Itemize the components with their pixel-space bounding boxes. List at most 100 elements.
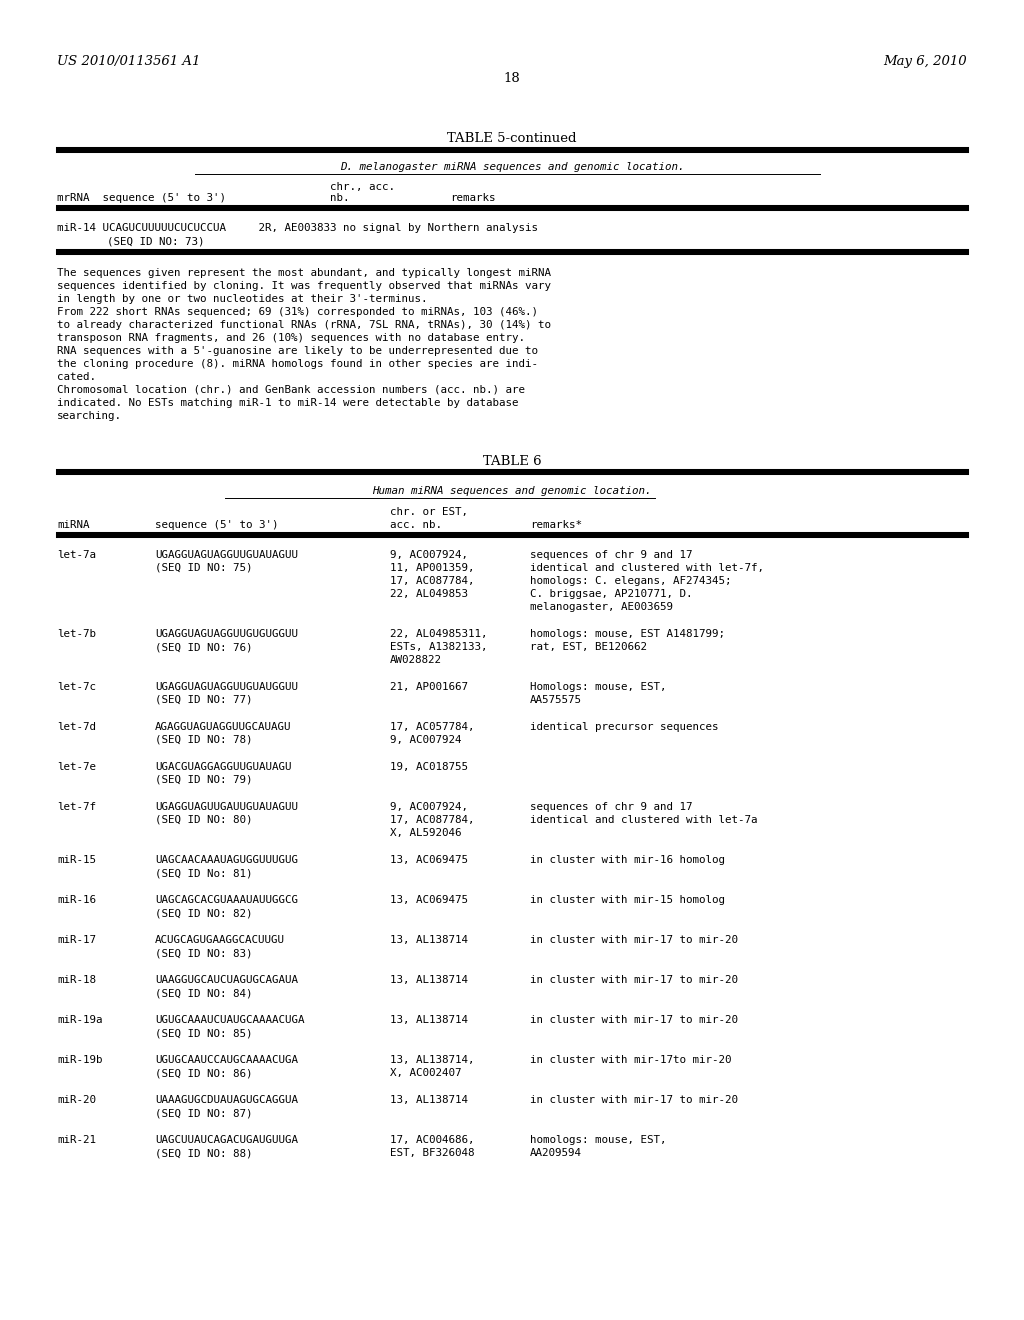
Text: miR-14 UCAGUCUUUUUCUCUCCUA     2R, AE003833 no signal by Northern analysis: miR-14 UCAGUCUUUUUCUCUCCUA 2R, AE003833 … xyxy=(57,223,538,234)
Text: (SEQ ID NO: 84): (SEQ ID NO: 84) xyxy=(155,987,253,998)
Text: Chromosomal location (chr.) and GenBank accession numbers (acc. nb.) are: Chromosomal location (chr.) and GenBank … xyxy=(57,385,525,395)
Text: UGAGGUAGUUGAUUGUAUAGUU: UGAGGUAGUUGAUUGUAUAGUU xyxy=(155,803,298,812)
Text: in cluster with mir-15 homolog: in cluster with mir-15 homolog xyxy=(530,895,725,906)
Text: melanogaster, AE003659: melanogaster, AE003659 xyxy=(530,602,673,612)
Text: transposon RNA fragments, and 26 (10%) sequences with no database entry.: transposon RNA fragments, and 26 (10%) s… xyxy=(57,333,525,343)
Text: (SEQ ID NO: 87): (SEQ ID NO: 87) xyxy=(155,1107,253,1118)
Text: let-7e: let-7e xyxy=(57,762,96,772)
Text: 17, AC087784,: 17, AC087784, xyxy=(390,814,474,825)
Text: 13, AL138714: 13, AL138714 xyxy=(390,975,468,985)
Text: (SEQ ID NO: 86): (SEQ ID NO: 86) xyxy=(155,1068,253,1078)
Text: 13, AC069475: 13, AC069475 xyxy=(390,895,468,906)
Text: AGAGGUAGUAGGUUGCAUAGU: AGAGGUAGUAGGUUGCAUAGU xyxy=(155,722,292,733)
Text: EST, BF326048: EST, BF326048 xyxy=(390,1148,474,1158)
Text: UGAGGUAGUAGGUUGUGUGGUU: UGAGGUAGUAGGUUGUGUGGUU xyxy=(155,630,298,639)
Text: TABLE 6: TABLE 6 xyxy=(482,455,542,469)
Text: 13, AC069475: 13, AC069475 xyxy=(390,855,468,865)
Text: searching.: searching. xyxy=(57,411,122,421)
Text: miR-15: miR-15 xyxy=(57,855,96,865)
Text: 21, AP001667: 21, AP001667 xyxy=(390,682,468,692)
Text: 13, AL138714: 13, AL138714 xyxy=(390,935,468,945)
Text: C. briggsae, AP210771, D.: C. briggsae, AP210771, D. xyxy=(530,589,692,599)
Text: in cluster with mir-17 to mir-20: in cluster with mir-17 to mir-20 xyxy=(530,975,738,985)
Text: miR-19a: miR-19a xyxy=(57,1015,102,1026)
Text: miR-17: miR-17 xyxy=(57,935,96,945)
Text: (SEQ ID NO: 85): (SEQ ID NO: 85) xyxy=(155,1028,253,1038)
Text: 9, AC007924,: 9, AC007924, xyxy=(390,550,468,560)
Text: in cluster with mir-17 to mir-20: in cluster with mir-17 to mir-20 xyxy=(530,1096,738,1105)
Text: to already characterized functional RNAs (rRNA, 7SL RNA, tRNAs), 30 (14%) to: to already characterized functional RNAs… xyxy=(57,319,551,330)
Text: 19, AC018755: 19, AC018755 xyxy=(390,762,468,772)
Text: UAGCAACAAAUAGUGGUUUGUG: UAGCAACAAAUAGUGGUUUGUG xyxy=(155,855,298,865)
Text: let-7d: let-7d xyxy=(57,722,96,733)
Text: 22, AL04985311,: 22, AL04985311, xyxy=(390,630,487,639)
Text: From 222 short RNAs sequenced; 69 (31%) corresponded to miRNAs, 103 (46%.): From 222 short RNAs sequenced; 69 (31%) … xyxy=(57,308,538,317)
Text: 9, AC007924: 9, AC007924 xyxy=(390,735,462,744)
Text: (SEQ ID NO: 76): (SEQ ID NO: 76) xyxy=(155,642,253,652)
Text: AA209594: AA209594 xyxy=(530,1148,582,1158)
Text: 11, AP001359,: 11, AP001359, xyxy=(390,564,474,573)
Text: TABLE 5-continued: TABLE 5-continued xyxy=(447,132,577,145)
Text: rat, EST, BE120662: rat, EST, BE120662 xyxy=(530,642,647,652)
Text: The sequences given represent the most abundant, and typically longest miRNA: The sequences given represent the most a… xyxy=(57,268,551,279)
Text: 13, AL138714,: 13, AL138714, xyxy=(390,1055,474,1065)
Text: May 6, 2010: May 6, 2010 xyxy=(884,55,967,69)
Text: UAGCAGCACGUAAAUAUUGGCG: UAGCAGCACGUAAAUAUUGGCG xyxy=(155,895,298,906)
Text: (SEQ ID NO: 78): (SEQ ID NO: 78) xyxy=(155,735,253,744)
Text: miRNA: miRNA xyxy=(57,520,89,531)
Text: in cluster with mir-17 to mir-20: in cluster with mir-17 to mir-20 xyxy=(530,935,738,945)
Text: miR-19b: miR-19b xyxy=(57,1055,102,1065)
Text: 18: 18 xyxy=(504,73,520,84)
Text: X, AC002407: X, AC002407 xyxy=(390,1068,462,1078)
Text: (SEQ ID No: 81): (SEQ ID No: 81) xyxy=(155,869,253,878)
Text: (SEQ ID NO: 75): (SEQ ID NO: 75) xyxy=(155,564,253,573)
Text: let-7c: let-7c xyxy=(57,682,96,692)
Text: 17, AC057784,: 17, AC057784, xyxy=(390,722,474,733)
Text: in cluster with mir-16 homolog: in cluster with mir-16 homolog xyxy=(530,855,725,865)
Text: remarks*: remarks* xyxy=(530,520,582,531)
Text: 13, AL138714: 13, AL138714 xyxy=(390,1015,468,1026)
Text: remarks: remarks xyxy=(450,193,496,203)
Text: in cluster with mir-17 to mir-20: in cluster with mir-17 to mir-20 xyxy=(530,1015,738,1026)
Text: RNA sequences with a 5'-guanosine are likely to be underrepresented due to: RNA sequences with a 5'-guanosine are li… xyxy=(57,346,538,356)
Text: UAAAGUGCDUAUAGUGCAGGUA: UAAAGUGCDUAUAGUGCAGGUA xyxy=(155,1096,298,1105)
Text: UAGCUUAUCAGACUGAUGUUGA: UAGCUUAUCAGACUGAUGUUGA xyxy=(155,1135,298,1144)
Text: homologs: C. elegans, AF274345;: homologs: C. elegans, AF274345; xyxy=(530,576,731,586)
Text: 9, AC007924,: 9, AC007924, xyxy=(390,803,468,812)
Text: chr., acc.: chr., acc. xyxy=(330,182,395,191)
Text: in cluster with mir-17to mir-20: in cluster with mir-17to mir-20 xyxy=(530,1055,731,1065)
Text: (SEQ ID NO: 80): (SEQ ID NO: 80) xyxy=(155,814,253,825)
Text: UGUGCAAUCCAUGCAAAACUGA: UGUGCAAUCCAUGCAAAACUGA xyxy=(155,1055,298,1065)
Text: miR-16: miR-16 xyxy=(57,895,96,906)
Text: (SEQ ID NO: 73): (SEQ ID NO: 73) xyxy=(106,236,205,246)
Text: Homologs: mouse, EST,: Homologs: mouse, EST, xyxy=(530,682,667,692)
Text: UAAGGUGCAUCUAGUGCAGAUA: UAAGGUGCAUCUAGUGCAGAUA xyxy=(155,975,298,985)
Text: let-7b: let-7b xyxy=(57,630,96,639)
Text: AA575575: AA575575 xyxy=(530,696,582,705)
Text: ESTs, A1382133,: ESTs, A1382133, xyxy=(390,642,487,652)
Text: 17, AC087784,: 17, AC087784, xyxy=(390,576,474,586)
Text: UGUGCAAAUCUAUGCAAAACUGA: UGUGCAAAUCUAUGCAAAACUGA xyxy=(155,1015,304,1026)
Text: homologs: mouse, EST,: homologs: mouse, EST, xyxy=(530,1135,667,1144)
Text: mrRNA  sequence (5' to 3'): mrRNA sequence (5' to 3') xyxy=(57,193,226,203)
Text: indicated. No ESTs matching miR-1 to miR-14 were detectable by database: indicated. No ESTs matching miR-1 to miR… xyxy=(57,399,518,408)
Text: let-7a: let-7a xyxy=(57,550,96,560)
Text: (SEQ ID NO: 77): (SEQ ID NO: 77) xyxy=(155,696,253,705)
Text: (SEQ ID NO: 82): (SEQ ID NO: 82) xyxy=(155,908,253,917)
Text: nb.: nb. xyxy=(330,193,349,203)
Text: Human miRNA sequences and genomic location.: Human miRNA sequences and genomic locati… xyxy=(373,486,651,496)
Text: D. melanogaster miRNA sequences and genomic location.: D. melanogaster miRNA sequences and geno… xyxy=(340,162,684,172)
Text: (SEQ ID NO: 83): (SEQ ID NO: 83) xyxy=(155,948,253,958)
Text: UGAGGUAGUAGGUUGUAUGGUU: UGAGGUAGUAGGUUGUAUGGUU xyxy=(155,682,298,692)
Text: chr. or EST,: chr. or EST, xyxy=(390,507,468,517)
Text: identical and clustered with let-7f,: identical and clustered with let-7f, xyxy=(530,564,764,573)
Text: acc. nb.: acc. nb. xyxy=(390,520,442,531)
Text: UGAGGUAGUAGGUUGUAUAGUU: UGAGGUAGUAGGUUGUAUAGUU xyxy=(155,550,298,560)
Text: 13, AL138714: 13, AL138714 xyxy=(390,1096,468,1105)
Text: sequence (5' to 3'): sequence (5' to 3') xyxy=(155,520,279,531)
Text: sequences of chr 9 and 17: sequences of chr 9 and 17 xyxy=(530,550,692,560)
Text: homologs: mouse, EST A1481799;: homologs: mouse, EST A1481799; xyxy=(530,630,725,639)
Text: miR-21: miR-21 xyxy=(57,1135,96,1144)
Text: US 2010/0113561 A1: US 2010/0113561 A1 xyxy=(57,55,201,69)
Text: in length by one or two nucleotides at their 3'-terminus.: in length by one or two nucleotides at t… xyxy=(57,294,427,304)
